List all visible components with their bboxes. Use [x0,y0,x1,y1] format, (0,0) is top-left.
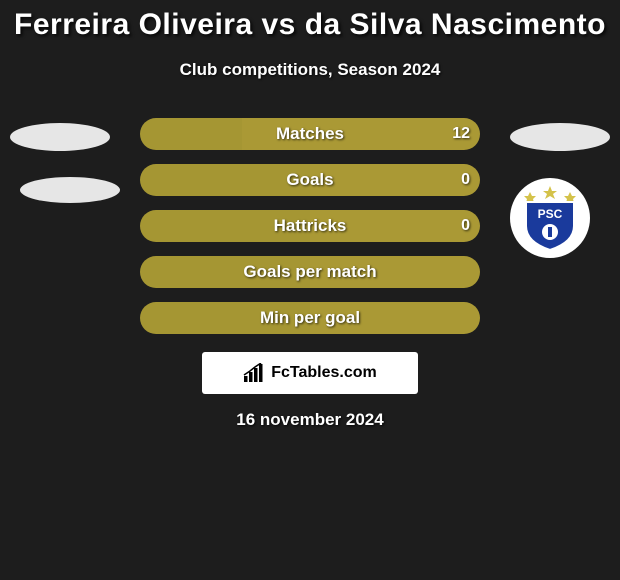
brand-box: FcTables.com [202,352,418,394]
date-text: 16 november 2024 [0,410,620,430]
page-title: Ferreira Oliveira vs da Silva Nascimento [0,0,620,42]
brand-text: FcTables.com [271,364,377,382]
stat-row: Goals0 [140,164,480,196]
comparison-infographic: Ferreira Oliveira vs da Silva Nascimento… [0,0,620,580]
stat-label: Min per goal [140,302,480,334]
shield-icon: PSC [516,184,584,252]
stat-row: Matches12 [140,118,480,150]
svg-text:PSC: PSC [538,207,563,221]
stat-label: Goals [140,164,480,196]
stat-label: Matches [140,118,480,150]
bar-chart-icon [243,363,265,383]
stat-row: Min per goal [140,302,480,334]
club-badge: PSC [510,178,590,258]
stat-value-right: 0 [461,210,470,242]
stat-value-right: 0 [461,164,470,196]
stat-label: Goals per match [140,256,480,288]
player-left-placeholder-2 [20,177,120,203]
player-left-placeholder-1 [10,123,110,151]
stat-row: Hattricks0 [140,210,480,242]
stat-label: Hattricks [140,210,480,242]
subtitle: Club competitions, Season 2024 [0,60,620,80]
player-right-placeholder-1 [510,123,610,151]
stat-row: Goals per match [140,256,480,288]
stat-value-right: 12 [452,118,470,150]
